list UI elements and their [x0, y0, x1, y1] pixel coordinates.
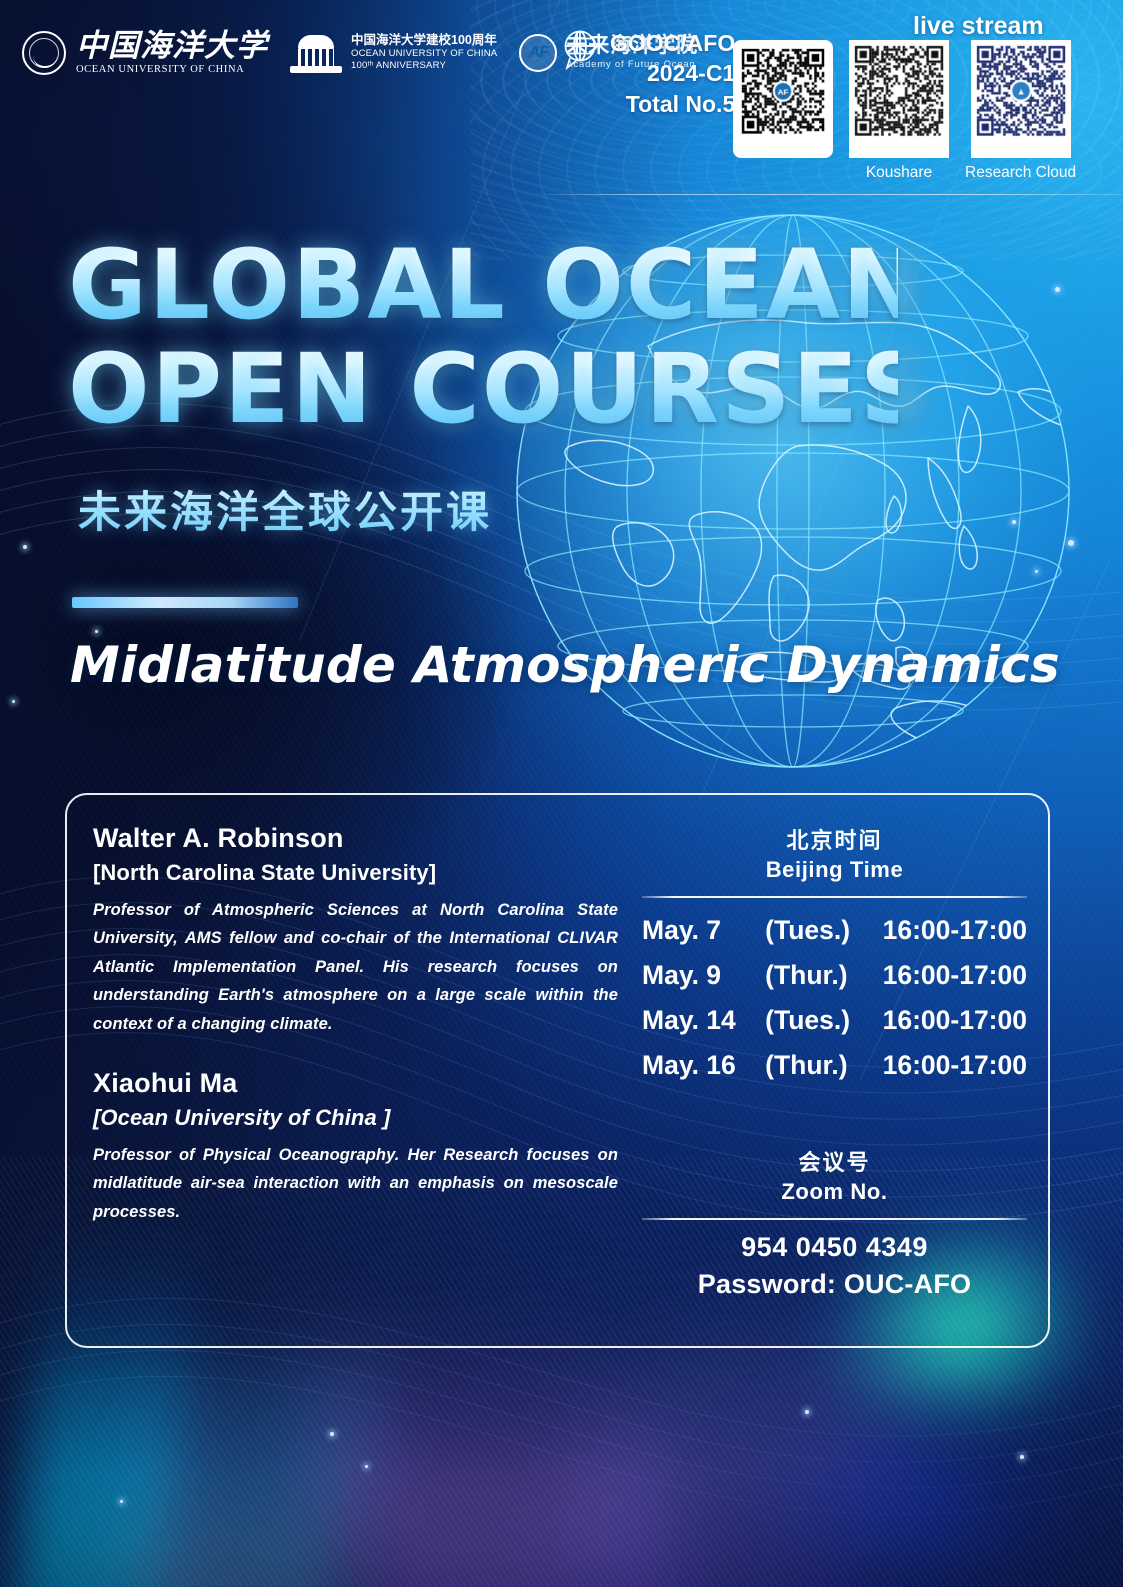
- title-chinese: 未来海洋全球公开课: [78, 478, 492, 540]
- afo-mark-icon: AF: [519, 33, 558, 72]
- speaker-1: Walter A. Robinson [North Carolina State…: [93, 821, 618, 1038]
- title-line-1: GLOBAL OCEAN: [68, 229, 925, 341]
- schedule-date: May. 16: [642, 1050, 736, 1080]
- table-row: May. 16 (Thur.) 16:00-17:00: [642, 1043, 1027, 1088]
- speaker-2-bio: Professor of Physical Oceanography. Her …: [93, 1146, 618, 1221]
- table-row: May. 14 (Tues.) 16:00-17:00: [642, 998, 1027, 1043]
- schedule-date: May. 14: [642, 1005, 736, 1035]
- gooc-line3: Total No.5: [625, 90, 736, 117]
- schedule-table: May. 7 (Tues.) 16:00-17:00 May. 9 (Thur.…: [642, 908, 1027, 1088]
- ouc-logo-cn: 中国海洋大学: [76, 28, 268, 63]
- zoom-meeting-number: 954 0450 4349: [741, 1232, 928, 1262]
- gooc-identifier: GOOC/AFO 2024-C1 Total No.5: [560, 28, 735, 119]
- speakers-column: Walter A. Robinson [North Carolina State…: [93, 821, 618, 1226]
- main-title: GLOBAL OCEAN OPEN COURSES: [68, 229, 932, 446]
- koushare-qr-caption: Koushare: [865, 164, 933, 181]
- ouc-logo-en: OCEAN UNIVERSITY OF CHINA: [76, 64, 245, 75]
- course-title: Midlatitude Atmospheric Dynamics: [70, 636, 1060, 694]
- schedule-rows: May. 7 (Tues.) 16:00-17:00 May. 9 (Thur.…: [642, 908, 1027, 1088]
- schedule-time: 16:00-17:00: [882, 960, 1027, 990]
- koushare-qr[interactable]: [849, 40, 949, 158]
- research-cloud-qr-caption: Research Cloud: [965, 164, 1077, 181]
- schedule-date: May. 7: [642, 915, 722, 945]
- info-panel: Walter A. Robinson [North Carolina State…: [65, 793, 1050, 1348]
- schedule-heading-cn: 北京时间: [786, 829, 883, 854]
- schedule-time: 16:00-17:00: [882, 1005, 1027, 1035]
- logo-strip: 中国海洋大学 OCEAN UNIVERSITY OF CHINA 中国海洋大学建…: [22, 30, 698, 75]
- schedule-weekday: (Thur.): [765, 960, 848, 990]
- speaker-2-affiliation: [Ocean University of China ]: [93, 1104, 391, 1130]
- ouc-seal-icon: [22, 30, 66, 75]
- speaker-1-affiliation: [North Carolina State University]: [93, 859, 437, 885]
- zoom-password: Password: OUC-AFO: [697, 1269, 972, 1299]
- aurora-background: [0, 1157, 1123, 1587]
- schedule-weekday: (Thur.): [765, 1050, 848, 1080]
- zoom-info: 会议号 Zoom No. 954 0450 4349 Password: OUC…: [642, 1145, 1027, 1300]
- afo-logo-en: Academy of Future Ocean: [566, 59, 696, 71]
- afo-logo: AF 未来海洋学院 Academy of Future Ocean: [519, 33, 699, 72]
- anniversary-line3: 100ᵗʰ ANNIVERSARY: [351, 59, 447, 71]
- qr-col-koushare: Koushare: [849, 40, 949, 182]
- anniversary-building-icon: [290, 33, 342, 73]
- globe-graphic: [438, 136, 1123, 846]
- schedule-heading-en: Beijing Time: [765, 857, 904, 882]
- live-stream-label: live stream: [913, 12, 1044, 40]
- anniversary-line1: 中国海洋大学建校100周年: [351, 33, 497, 48]
- schedule-time: 16:00-17:00: [882, 915, 1027, 945]
- speaker-1-bio: Professor of Atmospheric Sciences at Nor…: [93, 901, 618, 1033]
- research-cloud-qr[interactable]: [970, 40, 1071, 158]
- globe-speech-bubble-icon: [560, 28, 600, 72]
- gooc-line2: 2024-C1: [647, 60, 736, 87]
- zoom-heading-cn: 会议号: [798, 1151, 871, 1176]
- qr-col-research-cloud: Research Cloud: [965, 40, 1076, 182]
- ouc-logo: 中国海洋大学 OCEAN UNIVERSITY OF CHINA: [22, 30, 268, 75]
- qr-col-gooc: [733, 40, 833, 164]
- zoom-heading-en: Zoom No.: [781, 1179, 888, 1204]
- gooc-line1: GOOC/AFO: [610, 30, 736, 56]
- anniversary-line2: OCEAN UNIVERSITY OF CHINA: [351, 47, 498, 59]
- table-row: May. 7 (Tues.) 16:00-17:00: [642, 908, 1027, 953]
- ouc-100th-anniversary-logo: 中国海洋大学建校100周年 OCEAN UNIVERSITY OF CHINA …: [290, 33, 497, 73]
- speaker-1-name: Walter A. Robinson: [93, 823, 344, 853]
- table-row: May. 9 (Thur.) 16:00-17:00: [642, 953, 1027, 998]
- schedule-date: May. 9: [642, 960, 722, 990]
- qr-code-row: Koushare Research Cloud: [733, 40, 1076, 182]
- schedule-column: 北京时间 Beijing Time May. 7 (Tues.) 16:00-1…: [642, 823, 1027, 1088]
- gooc-code-text: GOOC/AFO 2024-C1 Total No.5: [610, 28, 735, 119]
- schedule-time: 16:00-17:00: [882, 1050, 1027, 1080]
- zoom-divider: [642, 1218, 1027, 1220]
- header-divider: [530, 194, 1123, 195]
- gooc-afo-qr[interactable]: [733, 40, 833, 158]
- speaker-2: Xiaohui Ma [Ocean University of China ] …: [93, 1066, 618, 1226]
- schedule-weekday: (Tues.): [765, 915, 851, 945]
- schedule-weekday: (Tues.): [765, 1005, 851, 1035]
- schedule-divider: [642, 896, 1027, 898]
- title-line-2: OPEN COURSES: [68, 333, 932, 446]
- poster-header: 中国海洋大学 OCEAN UNIVERSITY OF CHINA 中国海洋大学建…: [0, 0, 1123, 200]
- accent-bar: [72, 597, 298, 608]
- afo-logo-cn: 未来海洋学院: [566, 33, 699, 57]
- speaker-2-name: Xiaohui Ma: [93, 1067, 238, 1098]
